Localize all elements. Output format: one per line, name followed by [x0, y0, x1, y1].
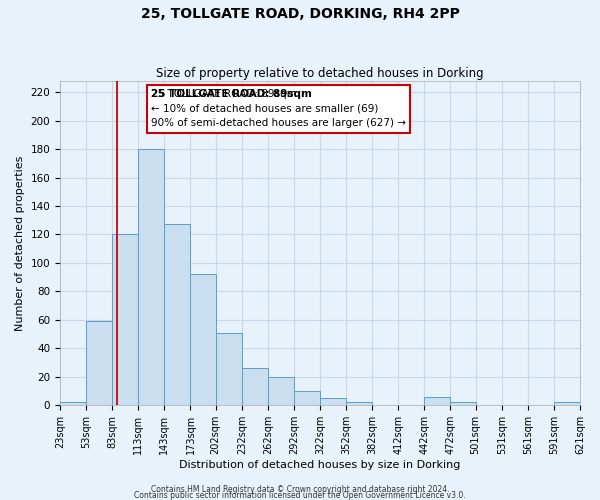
Y-axis label: Number of detached properties: Number of detached properties — [15, 156, 25, 330]
Title: Size of property relative to detached houses in Dorking: Size of property relative to detached ho… — [156, 66, 484, 80]
Bar — [424, 397, 451, 406]
Text: Contains HM Land Registry data © Crown copyright and database right 2024.: Contains HM Land Registry data © Crown c… — [151, 486, 449, 494]
Bar — [320, 398, 346, 406]
Bar — [242, 368, 268, 406]
Bar — [294, 391, 320, 406]
Bar — [60, 402, 86, 406]
X-axis label: Distribution of detached houses by size in Dorking: Distribution of detached houses by size … — [179, 460, 461, 470]
Text: 25 TOLLGATE ROAD: 89sqm
← 10% of detached houses are smaller (69)
90% of semi-de: 25 TOLLGATE ROAD: 89sqm ← 10% of detache… — [151, 89, 406, 128]
Bar — [554, 402, 580, 406]
Bar — [451, 402, 476, 406]
Text: Contains public sector information licensed under the Open Government Licence v3: Contains public sector information licen… — [134, 492, 466, 500]
Bar — [138, 149, 164, 406]
Bar — [215, 332, 242, 406]
Bar — [112, 234, 138, 406]
Bar — [86, 322, 112, 406]
Text: 25 TOLLGATE ROAD: 89sqm: 25 TOLLGATE ROAD: 89sqm — [151, 89, 312, 114]
Bar — [164, 224, 190, 406]
Bar — [190, 274, 215, 406]
Text: 25, TOLLGATE ROAD, DORKING, RH4 2PP: 25, TOLLGATE ROAD, DORKING, RH4 2PP — [140, 8, 460, 22]
Bar — [268, 377, 294, 406]
Bar — [346, 402, 372, 406]
